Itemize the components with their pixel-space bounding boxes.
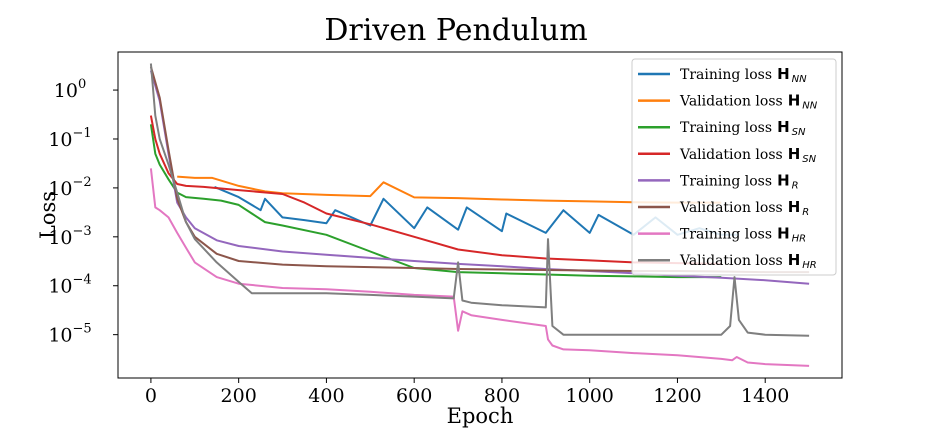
y-tick-label: 10−1 — [48, 126, 91, 151]
y-tick-label: 100 — [54, 77, 86, 102]
series-line-7 — [149, 168, 810, 367]
legend-entry-4: Validation loss H SN — [679, 145, 817, 165]
y-tick-label: 10−3 — [48, 224, 91, 249]
legend-entry-6: Validation loss H R — [679, 198, 809, 218]
x-tick-label: 0 — [145, 385, 157, 407]
legend-entry-7: Training loss H HR — [680, 225, 806, 245]
y-tick-label: 10−2 — [48, 175, 91, 200]
legend-box — [631, 58, 837, 276]
x-axis: 0 200 400 600 800 1000 1200 1400 — [145, 378, 789, 407]
x-tick-label: 400 — [308, 385, 344, 407]
series-line-3 — [149, 124, 722, 279]
x-tick-label: 800 — [484, 385, 520, 407]
series-line-8 — [149, 63, 810, 337]
y-axis-label: Loss — [36, 191, 60, 239]
legend-entry-8: Validation loss H HR — [679, 251, 817, 271]
x-tick-label: 1400 — [741, 385, 789, 407]
y-axis: 100 10−1 10−2 10−3 10−4 10−5 — [48, 77, 118, 347]
x-tick-label: 1200 — [653, 385, 701, 407]
series-line-2 — [177, 175, 722, 204]
plot-frame — [117, 51, 843, 379]
legend: Training loss H NN Validation loss H NN Traini… — [631, 58, 837, 276]
chart-title: Driven Pendulum — [324, 13, 587, 48]
legend-entry-5: Training loss H R — [680, 171, 799, 191]
x-axis-label: Epoch — [447, 404, 514, 428]
legend-entry-3: Training loss H SN — [680, 118, 806, 138]
x-tick-label: 200 — [221, 385, 257, 407]
x-tick-label: 1000 — [566, 385, 614, 407]
y-tick-label: 10−4 — [48, 273, 91, 298]
legend-entry-1: Training loss H NN — [680, 65, 807, 85]
legend-entry-2: Validation loss H NN — [679, 92, 818, 112]
y-tick-label: 10−5 — [48, 322, 91, 347]
series-line-4 — [149, 115, 722, 265]
plot-area — [149, 63, 810, 367]
x-tick-label: 600 — [396, 385, 432, 407]
